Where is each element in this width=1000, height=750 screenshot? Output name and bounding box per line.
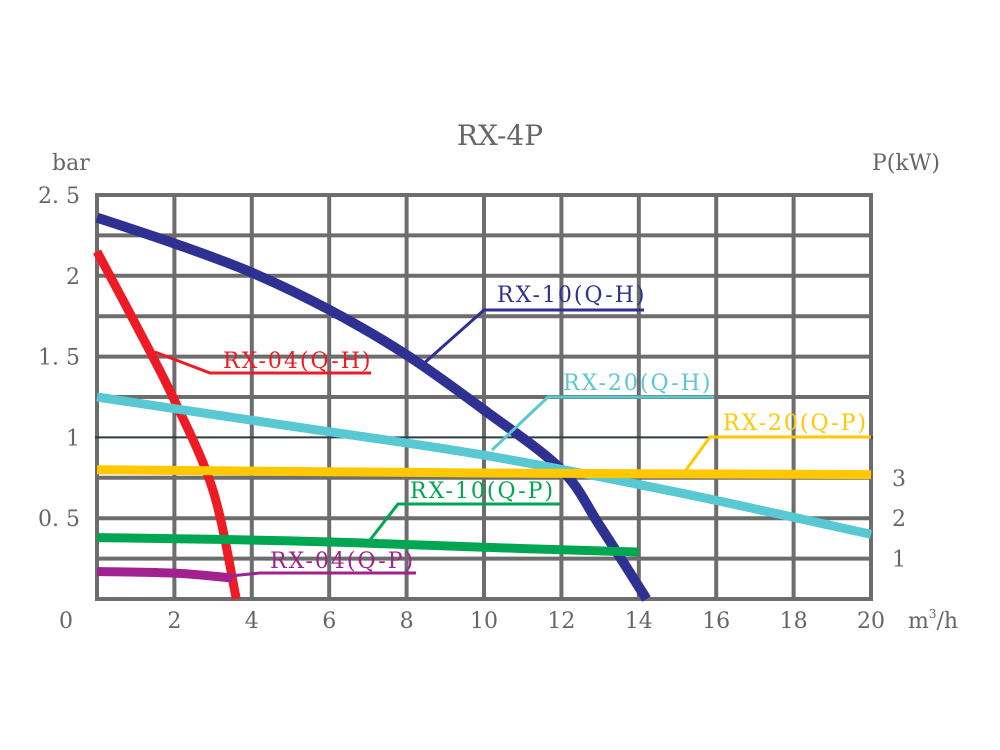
y2-axis-label: P(kW)	[872, 151, 940, 176]
x-tick-label: 10	[470, 609, 498, 634]
series-label-rx-10-q-p-: RX-10(Q-P)	[410, 479, 555, 504]
series-label-rx-04-q-p-: RX-04(Q-P)	[270, 549, 415, 574]
y-axis-label: bar	[52, 151, 90, 176]
leader-line-rx-20-q-p-	[684, 435, 871, 471]
series-label-rx-20-q-h-: RX-20(Q-H)	[563, 371, 713, 396]
series-line-rx-04-q-h-	[93, 249, 241, 600]
leader-line-rx-20-q-h-	[490, 395, 714, 452]
x-tick-label: 6	[322, 609, 336, 634]
x-tick-label: 8	[400, 609, 414, 634]
x-tick-label: 14	[625, 609, 653, 634]
y2-tick-label: 3	[892, 467, 906, 492]
x-tick-label: 18	[780, 609, 808, 634]
y-tick-label: 2. 5	[38, 184, 80, 209]
leader-line-rx-04-q-h-	[154, 350, 371, 375]
x-tick-label: 2	[167, 609, 181, 634]
y-tick-label: 1	[66, 426, 80, 451]
y-tick-label: 1. 5	[38, 346, 80, 371]
series-label-rx-04-q-h-: RX-04(Q-H)	[223, 349, 373, 374]
x-tick-label: 4	[245, 609, 259, 634]
origin-label: 0	[59, 609, 73, 634]
series-label-rx-20-q-p-: RX-20(Q-P)	[723, 411, 868, 436]
series-line-rx-10-q-p-	[96, 533, 639, 557]
x-tick-label: 20	[857, 609, 885, 634]
series-line-rx-20-q-h-	[96, 392, 872, 539]
series-line-rx-04-q-p-	[96, 567, 233, 583]
y2-tick-label: 1	[892, 548, 906, 573]
y-tick-label: 0. 5	[38, 507, 80, 532]
y-tick-label: 2	[66, 265, 80, 290]
leader-line-rx-10-q-p-	[368, 502, 560, 541]
x-tick-label: 16	[702, 609, 730, 634]
leader-line-rx-10-q-h-	[421, 308, 644, 367]
x-axis-label: m3/h	[908, 607, 958, 634]
series-label-rx-10-q-h-: RX-10(Q-H)	[497, 283, 647, 308]
series-line-rx-20-q-p-	[96, 465, 872, 480]
y2-tick-label: 2	[892, 507, 906, 532]
leader-line-rx-04-q-p-	[229, 571, 416, 578]
x-tick-label: 12	[547, 609, 575, 634]
chart-title: RX-4P	[457, 119, 543, 152]
series-line-rx-10-q-h-	[95, 212, 651, 602]
